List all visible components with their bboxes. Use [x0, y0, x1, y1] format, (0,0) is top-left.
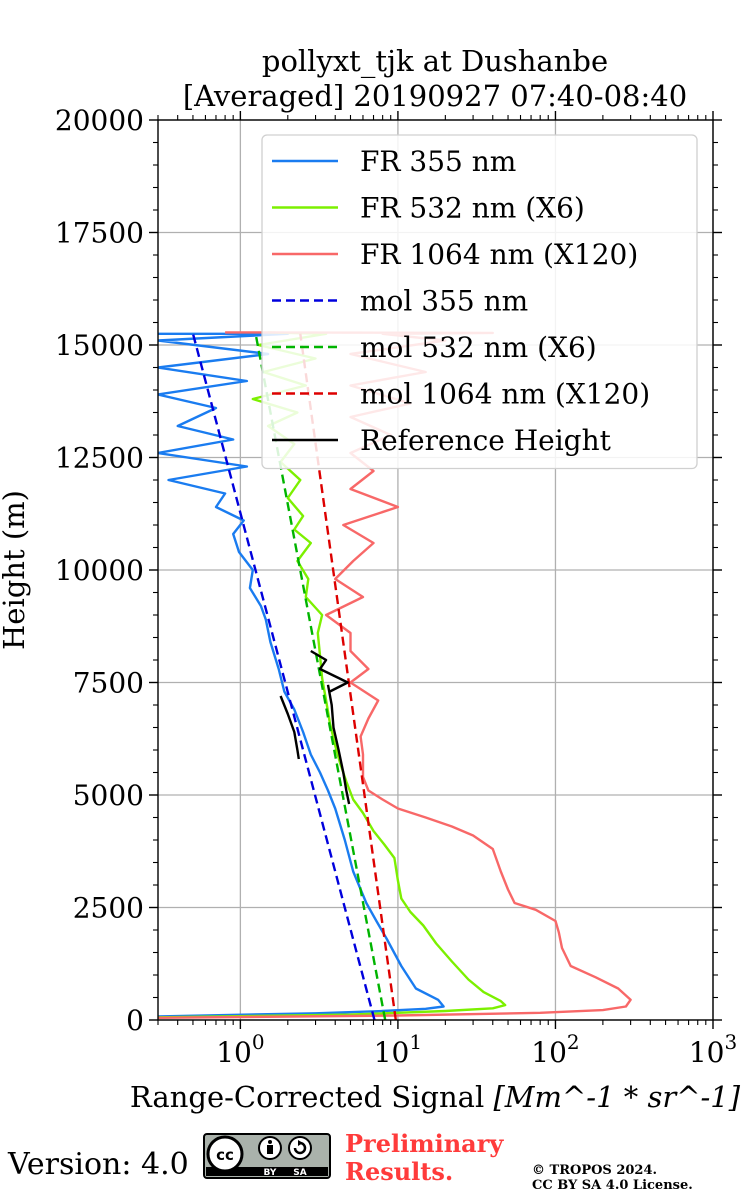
by-attribution-icon	[258, 1136, 282, 1160]
legend-box	[261, 134, 698, 470]
y-tick-label: 20000	[55, 104, 144, 137]
cc-icon-text: cc	[216, 1146, 234, 1164]
legend-label: FR 532 nm (X6)	[360, 192, 585, 225]
y-tick-label: 5000	[73, 779, 144, 812]
preliminary-line-1: Preliminary	[345, 1129, 504, 1158]
y-tick-label: 12500	[55, 442, 144, 475]
series-line-fr-355-nm	[158, 332, 445, 1018]
x-tick-label: 102	[531, 1030, 579, 1069]
ticks	[149, 111, 722, 1029]
legend-label: mol 532 nm (X6)	[360, 331, 597, 364]
y-tick-label: 2500	[73, 892, 144, 925]
badge-sa-text: SA	[293, 1168, 306, 1178]
y-tick-label: 7500	[73, 667, 144, 700]
legend-label: FR 355 nm	[360, 145, 516, 178]
chart-title-line-2: [Averaged] 20190927 07:40-08:40	[182, 79, 688, 113]
y-tick-label: 0	[126, 1004, 144, 1037]
legend-label: Reference Height	[360, 424, 612, 457]
preliminary-line-2: Results.	[345, 1157, 454, 1186]
x-axis-label-unit: [Mm^-1 * sr^-1]	[493, 1080, 740, 1114]
x-tick-label: 101	[374, 1030, 422, 1069]
x-tick-label: 100	[216, 1030, 264, 1069]
badge-by-text: BY	[264, 1168, 277, 1178]
x-axis-label: Range-Corrected Signal [Mm^-1 * sr^-1]	[130, 1080, 741, 1114]
y-axis-label: Height (m)	[0, 490, 31, 650]
copyright-note: © TROPOS 2024. CC BY SA 4.0 License.	[532, 1163, 693, 1193]
x-tick-label: 103	[689, 1030, 737, 1069]
y-tick-label: 17500	[55, 217, 144, 250]
series-line-reference-height-1	[326, 684, 351, 805]
x-axis-label-text: Range-Corrected Signal	[130, 1080, 484, 1114]
series-line-mol-355-nm	[191, 333, 376, 1020]
series-line-reference-height-2	[310, 649, 349, 693]
y-tick-label: 15000	[55, 329, 144, 362]
sa-share-alike-icon	[288, 1136, 312, 1160]
series-line-reference-height-0	[279, 695, 300, 760]
chart-title-line-1: pollyxt_tjk at Dushanbe	[261, 44, 609, 78]
legend-label: mol 1064 nm (X120)	[360, 378, 650, 411]
version-label: Version: 4.0	[8, 1147, 189, 1182]
preliminary-results-note: Preliminary Results.	[345, 1130, 503, 1186]
cc-icon: cc	[206, 1135, 244, 1173]
y-tick-label: 10000	[55, 554, 144, 587]
legend-label: FR 1064 nm (X120)	[360, 238, 638, 271]
cc-by-sa-badge[interactable]: cc BY SA	[203, 1133, 331, 1179]
legend: FR 355 nm FR 532 nm (X6) FR 1064 nm (X120)…	[261, 134, 698, 470]
legend-label: mol 355 nm	[360, 285, 528, 318]
copyright-line-1: © TROPOS 2024.	[532, 1163, 658, 1178]
tick-labels: 100 101 102 103 0 2500 5000 7500 10000 12500 15000…	[55, 104, 737, 1069]
copyright-line-2: CC BY SA 4.0 License.	[532, 1178, 693, 1193]
